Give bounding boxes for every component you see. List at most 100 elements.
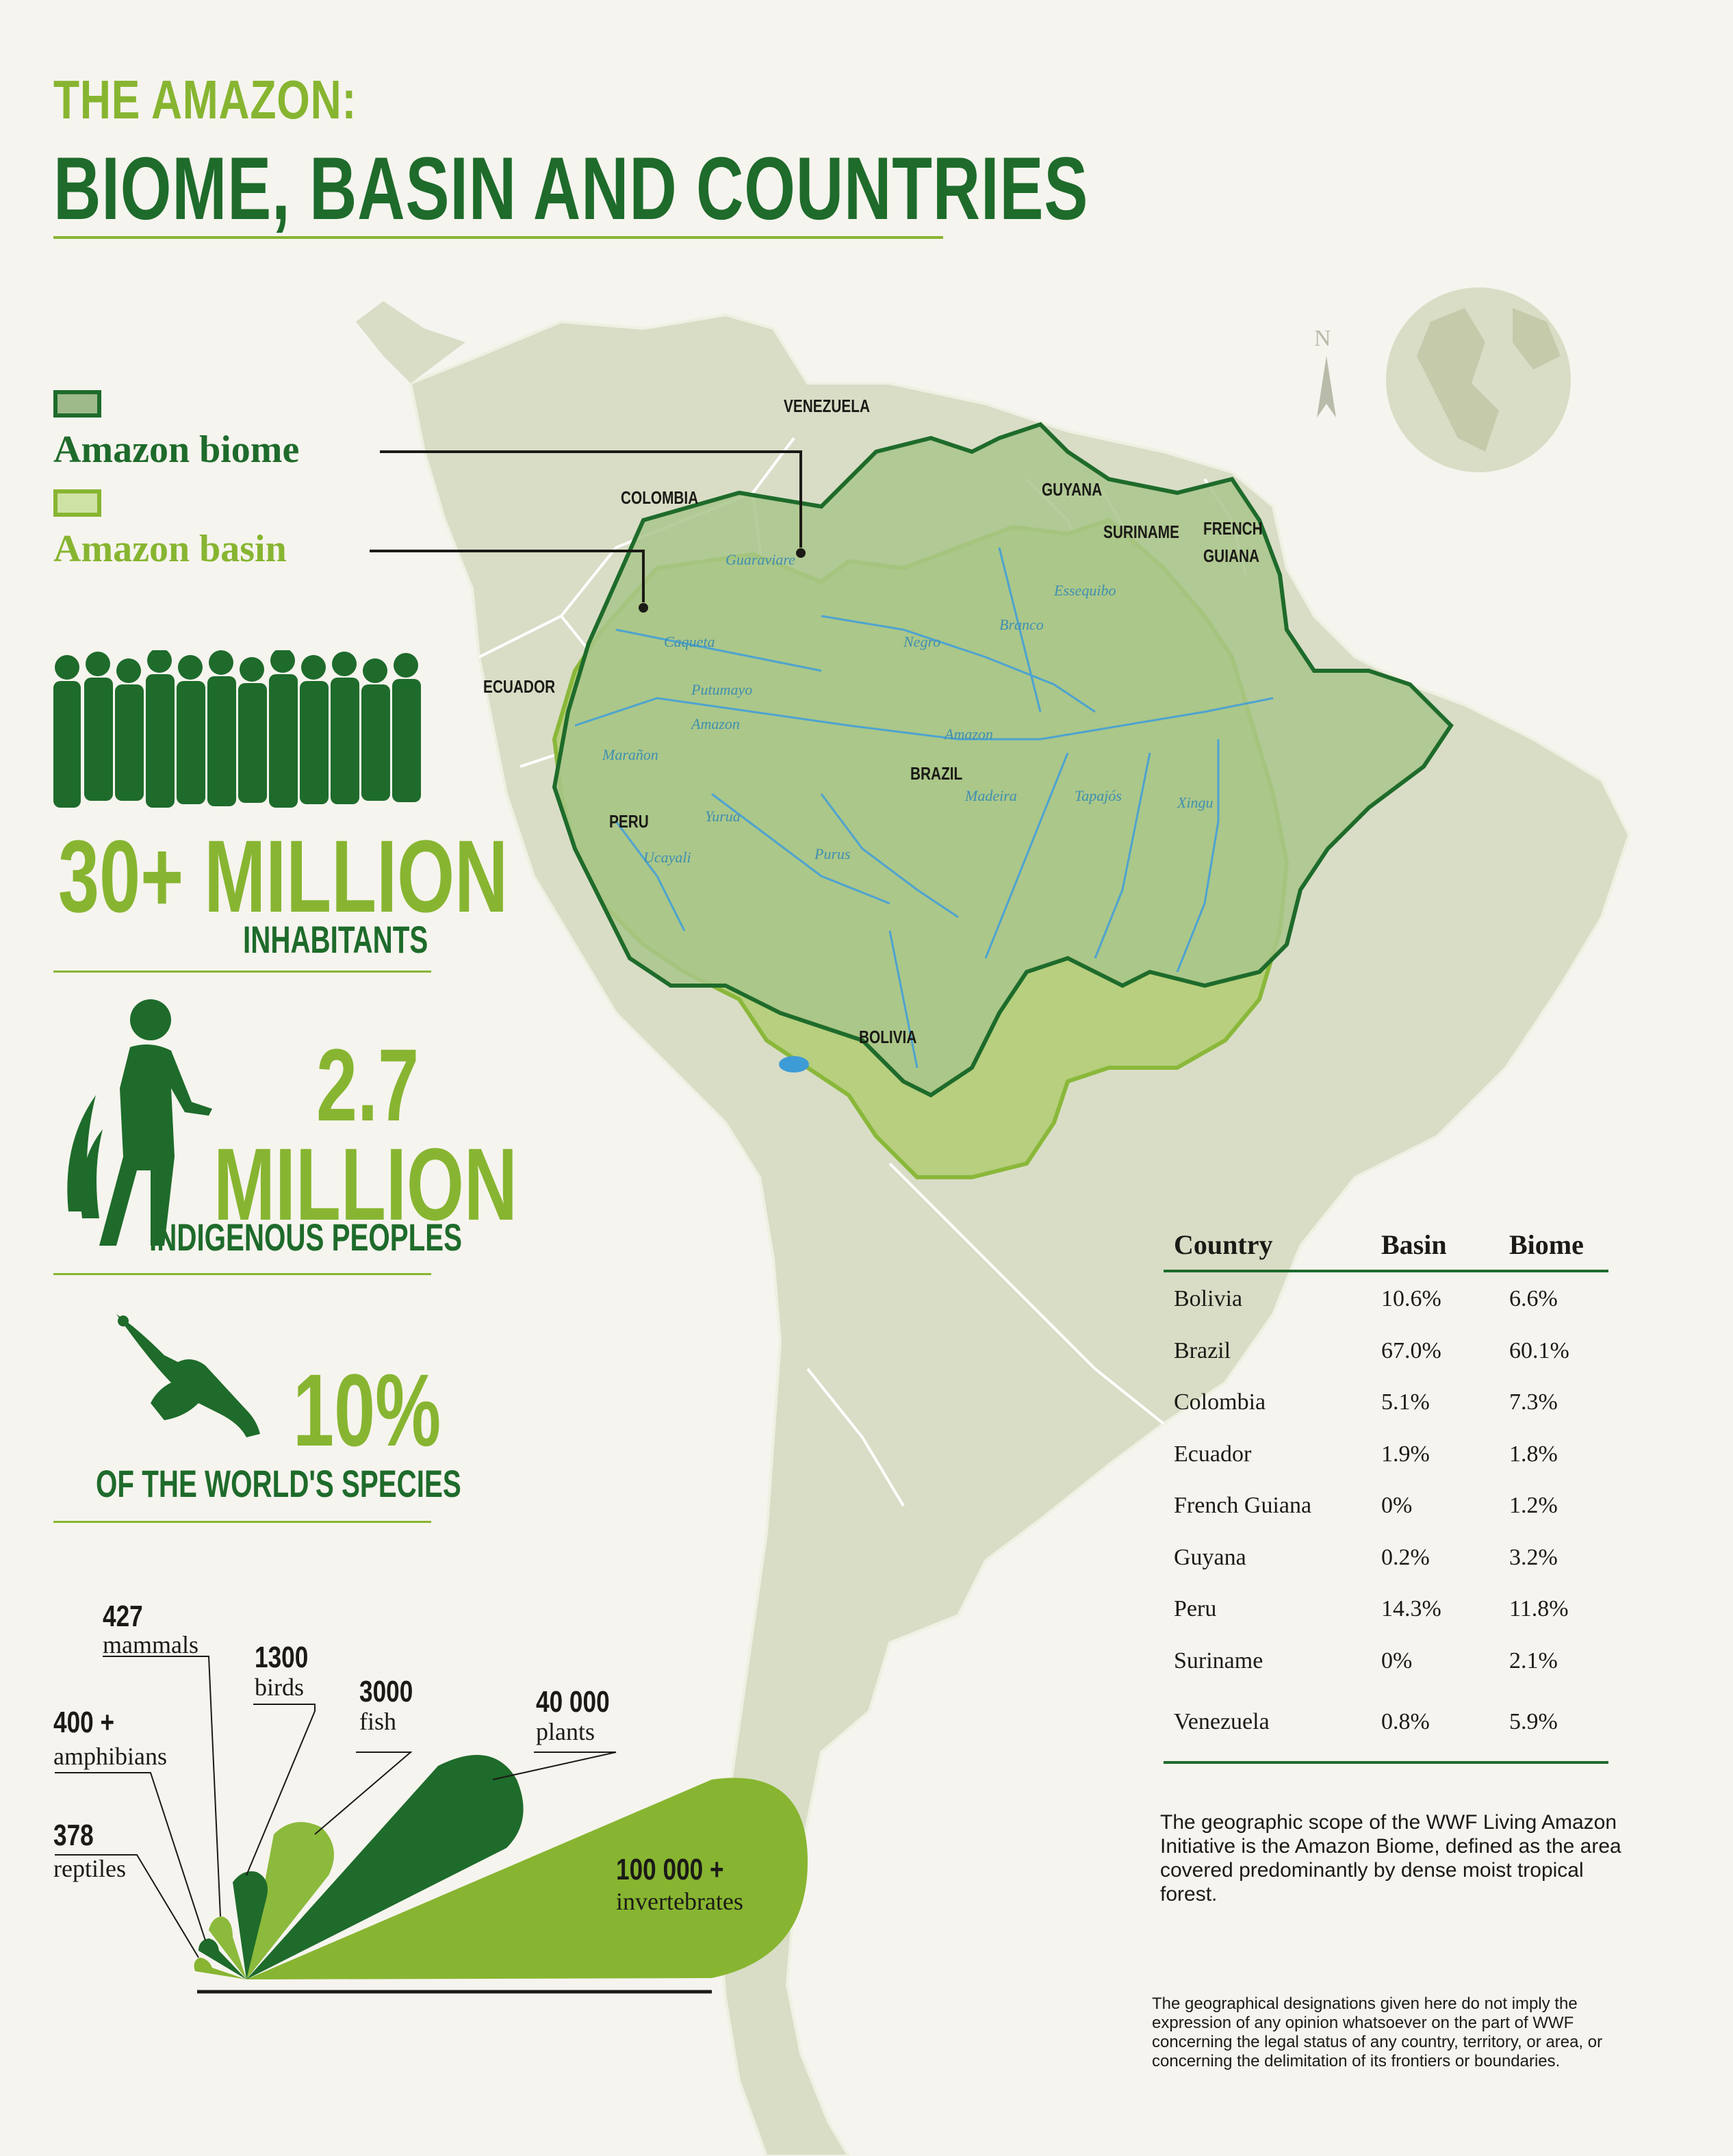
- cell-biome: 5.9%: [1509, 1709, 1558, 1734]
- crowd-icon: [53, 650, 421, 808]
- header-country: Country: [1174, 1229, 1273, 1260]
- svg-text:Guaraviare: Guaraviare: [726, 551, 795, 568]
- svg-text:Purus: Purus: [814, 845, 851, 862]
- species-fish-name: fish: [359, 1708, 396, 1735]
- cell-basin: 0.8%: [1381, 1709, 1430, 1734]
- table-header-rule: [1164, 1270, 1608, 1272]
- species-reptiles-count: 378: [53, 1819, 94, 1852]
- indigenous-value-number: 2.7: [316, 1027, 420, 1142]
- biome-leader-line: [380, 450, 802, 548]
- indigenous-value-unit: MILLION: [214, 1127, 517, 1242]
- table-header-row: Country Basin Biome: [1164, 1229, 1608, 1270]
- svg-text:Xingu: Xingu: [1177, 794, 1214, 811]
- svg-text:Yurua: Yurua: [705, 808, 741, 825]
- cell-basin: 0%: [1381, 1493, 1413, 1518]
- cell-basin: 1.9%: [1381, 1441, 1430, 1467]
- amazon-biome-area: [552, 422, 1454, 1098]
- label-french: FRENCH: [1203, 518, 1263, 539]
- table-row: Colombia 5.1% 7.3%: [1164, 1384, 1608, 1436]
- species-plants-name: plants: [536, 1718, 595, 1745]
- cell-country: Colombia: [1174, 1389, 1266, 1415]
- inhabitants-value: 30+ MILLION: [58, 819, 509, 934]
- table-row: Ecuador 1.9% 1.8%: [1164, 1436, 1608, 1488]
- cell-basin: 5.1%: [1381, 1389, 1430, 1415]
- cell-basin: 0.2%: [1381, 1544, 1430, 1570]
- title-rule: [53, 236, 943, 239]
- lake-titicaca: [779, 1056, 809, 1073]
- table-row: Venezuela 0.8% 5.9%: [1164, 1694, 1608, 1754]
- cell-country: Guyana: [1174, 1544, 1246, 1570]
- legend-biome-label: Amazon biome: [53, 428, 300, 471]
- cell-biome: 60.1%: [1509, 1337, 1569, 1363]
- cell-biome: 1.2%: [1509, 1493, 1558, 1518]
- cell-biome: 3.2%: [1509, 1544, 1558, 1570]
- cell-country: Peru: [1174, 1596, 1217, 1621]
- label-colombia: COLOMBIA: [621, 487, 699, 508]
- country-table: Country Basin Biome Bolivia 10.6% 6.6% Braz…: [1164, 1229, 1608, 1764]
- table-row: Bolivia 10.6% 6.6%: [1164, 1281, 1608, 1333]
- petal-birds: [233, 1871, 268, 1979]
- label-guiana: GUIANA: [1203, 546, 1260, 566]
- title-line-1: THE AMAZON:: [53, 69, 357, 130]
- species-amphibians-name: amphibians: [53, 1743, 167, 1770]
- stat-rule-2: [53, 1273, 431, 1275]
- species-percent: 10%: [293, 1352, 441, 1467]
- species-petal-chart: [194, 1755, 808, 1994]
- species-invertebrates-count: 100 000 +: [616, 1853, 724, 1886]
- legend-basin-label: Amazon basin: [53, 528, 287, 570]
- species-label: OF THE WORLD'S SPECIES: [96, 1462, 461, 1505]
- label-brazil: BRAZIL: [910, 763, 963, 784]
- cell-biome: 7.3%: [1509, 1389, 1558, 1415]
- petal-mammals: [209, 1916, 246, 1979]
- table-body: Bolivia 10.6% 6.6% Brazil 67.0% 60.1% Colombia…: [1164, 1281, 1608, 1754]
- cell-country: Bolivia: [1174, 1286, 1243, 1311]
- bird-icon: [116, 1314, 260, 1437]
- cell-biome: 2.1%: [1509, 1647, 1558, 1673]
- species-amphibians-count: 400 +: [53, 1706, 115, 1739]
- cell-basin: 0%: [1381, 1647, 1413, 1673]
- species-birds-count: 1300: [255, 1641, 309, 1674]
- cell-basin: 67.0%: [1381, 1337, 1441, 1363]
- svg-text:Branco: Branco: [999, 616, 1044, 633]
- label-suriname: SURINAME: [1103, 522, 1179, 542]
- table-bottom-rule: [1164, 1761, 1608, 1764]
- cell-country: Brazil: [1174, 1337, 1231, 1363]
- globe-icon: [1386, 287, 1571, 472]
- legend-basin-swatch: [53, 489, 101, 517]
- species-mammals-name: mammals: [103, 1631, 198, 1658]
- table-row: Brazil 67.0% 60.1%: [1164, 1333, 1608, 1385]
- species-leaders: [55, 1656, 617, 1958]
- petal-reptiles: [194, 1958, 246, 1979]
- label-venezuela: VENEZUELA: [784, 396, 870, 416]
- cell-biome: 6.6%: [1509, 1286, 1558, 1311]
- species-fish-count: 3000: [359, 1675, 413, 1708]
- species-plants-count: 40 000: [536, 1685, 610, 1719]
- cell-country: Ecuador: [1174, 1441, 1252, 1467]
- petal-invertebrates: [246, 1778, 808, 1979]
- basin-leader-line: [370, 550, 645, 602]
- stat-rule-3: [53, 1521, 431, 1523]
- table-row: Suriname 0% 2.1%: [1164, 1643, 1608, 1695]
- cell-country: Venezuela: [1174, 1709, 1270, 1734]
- central-america: [356, 301, 465, 383]
- header-basin: Basin: [1381, 1229, 1447, 1260]
- indigenous-label: INDIGENOUS PEOPLES: [149, 1216, 463, 1259]
- svg-text:N: N: [1314, 326, 1331, 351]
- svg-text:Putumayo: Putumayo: [691, 681, 752, 698]
- disclaimer-note: The geographical designations given here…: [1152, 1994, 1603, 2070]
- indigenous-person-icon: [67, 999, 212, 1246]
- petal-plants: [246, 1755, 524, 1979]
- table-row: Peru 14.3% 11.8%: [1164, 1591, 1608, 1643]
- rivers: [574, 547, 1274, 1068]
- label-ecuador: ECUADOR: [483, 676, 556, 697]
- cell-basin: 14.3%: [1381, 1596, 1441, 1621]
- table-row: French Guiana 0% 1.2%: [1164, 1487, 1608, 1539]
- cell-country: French Guiana: [1174, 1493, 1312, 1518]
- table-row: Guyana 0.2% 3.2%: [1164, 1539, 1608, 1591]
- species-mammals-count: 427: [103, 1600, 143, 1633]
- svg-text:Ucayali: Ucayali: [643, 849, 691, 866]
- cell-biome: 1.8%: [1509, 1441, 1558, 1467]
- label-bolivia: BOLIVIA: [859, 1027, 917, 1047]
- species-reptiles-name: reptiles: [53, 1855, 126, 1882]
